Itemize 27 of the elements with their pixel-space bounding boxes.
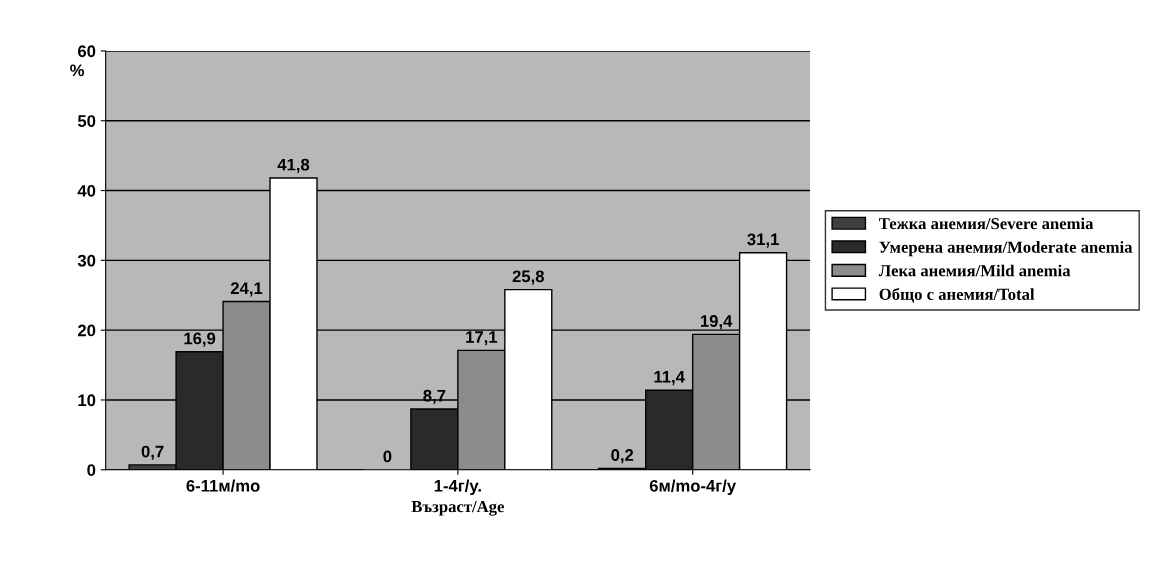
y-tick-label: 40 bbox=[77, 184, 96, 197]
legend-label: Лека анемия/Mild anemia bbox=[878, 264, 1071, 277]
data-label: 0 bbox=[383, 450, 392, 463]
data-label: 25,8 bbox=[512, 270, 545, 285]
y-tick-label: 50 bbox=[77, 115, 96, 127]
data-label: 31,1 bbox=[747, 233, 779, 248]
data-label: 17,1 bbox=[466, 331, 498, 346]
legend-label: Умерена анемия/Moderate anemia bbox=[879, 241, 1133, 257]
legend-label: Тежка анемия/Severe anemia bbox=[879, 217, 1094, 230]
data-label: 11,4 bbox=[654, 371, 685, 386]
y-axis-title: % bbox=[70, 64, 85, 77]
data-label: 16,9 bbox=[184, 332, 216, 347]
legend-label: Общо с анемия/Total bbox=[879, 287, 1035, 303]
x-tick-label: 1-4г/y. bbox=[434, 479, 481, 496]
x-axis-title: Възраст/Age bbox=[411, 501, 504, 516]
y-tick-label: 0 bbox=[87, 464, 96, 476]
y-tick-label: 20 bbox=[77, 324, 96, 337]
data-label: 0,7 bbox=[141, 445, 164, 460]
x-tick-label: 6м/mo-4г/y bbox=[649, 479, 737, 496]
y-tick-label: 10 bbox=[78, 394, 96, 407]
data-label: 24,1 bbox=[230, 282, 263, 297]
y-tick-label: 30 bbox=[77, 254, 96, 267]
x-tick-label: 6-11м/mo bbox=[186, 479, 260, 492]
y-tick-label: 60 bbox=[78, 45, 96, 58]
data-label: 0,2 bbox=[611, 449, 634, 464]
data-label: 19,4 bbox=[700, 315, 733, 330]
data-label: 41,8 bbox=[277, 158, 310, 173]
